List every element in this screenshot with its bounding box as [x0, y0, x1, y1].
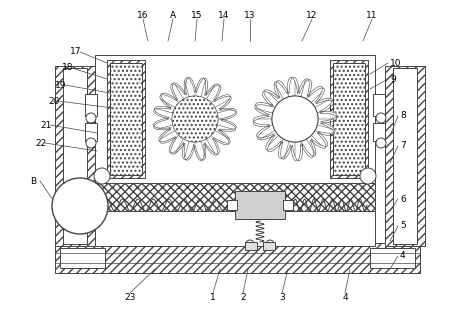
Bar — [63, 68, 87, 244]
Bar — [55, 66, 95, 246]
Circle shape — [86, 113, 96, 123]
Circle shape — [266, 240, 274, 248]
Circle shape — [52, 178, 108, 234]
Circle shape — [360, 168, 376, 184]
Text: 14: 14 — [219, 11, 230, 20]
Bar — [235, 191, 285, 219]
Bar — [385, 66, 425, 246]
Bar — [227, 200, 237, 210]
Text: 2: 2 — [240, 294, 246, 303]
Bar — [95, 55, 375, 183]
Circle shape — [272, 96, 318, 142]
Text: 6: 6 — [400, 194, 406, 203]
Bar — [107, 60, 145, 178]
Polygon shape — [253, 77, 337, 161]
Circle shape — [376, 113, 386, 123]
Bar — [263, 242, 275, 250]
Text: 19: 19 — [55, 81, 67, 90]
Bar — [330, 60, 368, 178]
Bar — [283, 200, 293, 210]
Bar — [85, 94, 97, 116]
Circle shape — [94, 168, 110, 184]
Bar — [95, 211, 375, 246]
Text: 11: 11 — [366, 11, 378, 20]
Bar — [333, 63, 365, 175]
Bar — [373, 94, 385, 116]
Bar — [60, 248, 105, 268]
Text: 1: 1 — [210, 294, 216, 303]
Bar — [393, 68, 417, 244]
Text: 10: 10 — [390, 58, 402, 67]
Text: 5: 5 — [400, 221, 406, 230]
Circle shape — [246, 240, 254, 248]
Bar — [245, 242, 257, 250]
Text: 9: 9 — [390, 75, 396, 83]
Text: B: B — [30, 177, 36, 185]
Polygon shape — [154, 78, 236, 160]
Circle shape — [86, 138, 96, 148]
Text: 20: 20 — [48, 96, 59, 105]
Bar — [370, 248, 415, 268]
Bar — [55, 243, 420, 273]
Text: 21: 21 — [40, 120, 51, 129]
Text: 12: 12 — [306, 11, 318, 20]
Text: A: A — [170, 11, 176, 20]
Text: 16: 16 — [137, 11, 149, 20]
Text: 4: 4 — [342, 294, 348, 303]
Text: 3: 3 — [279, 294, 285, 303]
Text: 15: 15 — [191, 11, 203, 20]
Text: 4: 4 — [400, 252, 405, 261]
Circle shape — [172, 96, 218, 142]
Bar — [95, 183, 375, 211]
Text: 7: 7 — [400, 142, 406, 151]
Bar — [373, 123, 385, 141]
Text: 13: 13 — [244, 11, 256, 20]
Text: 23: 23 — [124, 294, 135, 303]
Text: 22: 22 — [35, 138, 46, 147]
Bar — [85, 123, 97, 141]
Text: 17: 17 — [70, 48, 82, 57]
Bar — [110, 63, 142, 175]
Text: 18: 18 — [62, 63, 74, 72]
Text: 8: 8 — [400, 112, 406, 120]
Circle shape — [376, 138, 386, 148]
